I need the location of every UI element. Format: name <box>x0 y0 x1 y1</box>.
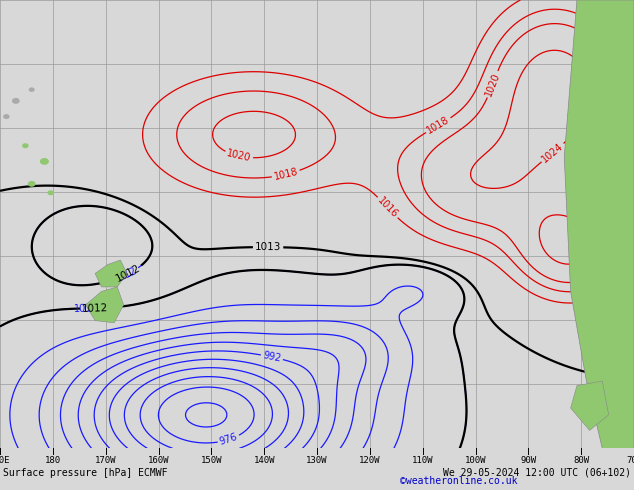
Text: 1013: 1013 <box>255 242 281 252</box>
Text: 992: 992 <box>262 350 282 364</box>
Text: 100W: 100W <box>465 456 486 465</box>
Text: 1016: 1016 <box>613 190 632 216</box>
Text: 1020: 1020 <box>226 148 252 164</box>
Text: 1016: 1016 <box>375 196 399 220</box>
Text: 170W: 170W <box>95 456 117 465</box>
Text: 1024: 1024 <box>571 214 595 238</box>
Text: 1018: 1018 <box>425 115 451 136</box>
Text: 1018: 1018 <box>273 167 299 182</box>
Text: 80W: 80W <box>573 456 589 465</box>
Text: 1024: 1024 <box>540 141 566 165</box>
Text: We 29-05-2024 12:00 UTC (06+102): We 29-05-2024 12:00 UTC (06+102) <box>443 468 631 478</box>
Polygon shape <box>571 381 609 430</box>
Text: 1012: 1012 <box>114 263 143 284</box>
Text: 110W: 110W <box>412 456 434 465</box>
Text: 90W: 90W <box>521 456 536 465</box>
Text: 1012: 1012 <box>112 265 139 285</box>
Text: 1016: 1016 <box>621 35 634 62</box>
Text: 170E: 170E <box>0 456 11 465</box>
Circle shape <box>29 182 35 186</box>
Text: 180: 180 <box>45 456 61 465</box>
Polygon shape <box>86 287 124 323</box>
Circle shape <box>13 98 19 103</box>
Text: 160W: 160W <box>148 456 169 465</box>
Polygon shape <box>95 260 127 287</box>
Text: 1012: 1012 <box>82 303 108 314</box>
Circle shape <box>4 115 9 119</box>
Text: ©weatheronline.co.uk: ©weatheronline.co.uk <box>400 476 517 486</box>
Text: 70W: 70W <box>626 456 634 465</box>
Circle shape <box>41 159 48 164</box>
Circle shape <box>29 88 34 91</box>
Text: 120W: 120W <box>359 456 380 465</box>
Text: 1020: 1020 <box>484 71 502 98</box>
Polygon shape <box>564 0 634 448</box>
Circle shape <box>23 144 28 147</box>
Text: 976: 976 <box>218 432 239 447</box>
Text: 1012: 1012 <box>74 303 99 314</box>
Text: Surface pressure [hPa] ECMWF: Surface pressure [hPa] ECMWF <box>3 468 167 478</box>
Text: 150W: 150W <box>200 456 222 465</box>
Circle shape <box>48 191 53 195</box>
Text: 140W: 140W <box>254 456 275 465</box>
Text: 130W: 130W <box>306 456 328 465</box>
